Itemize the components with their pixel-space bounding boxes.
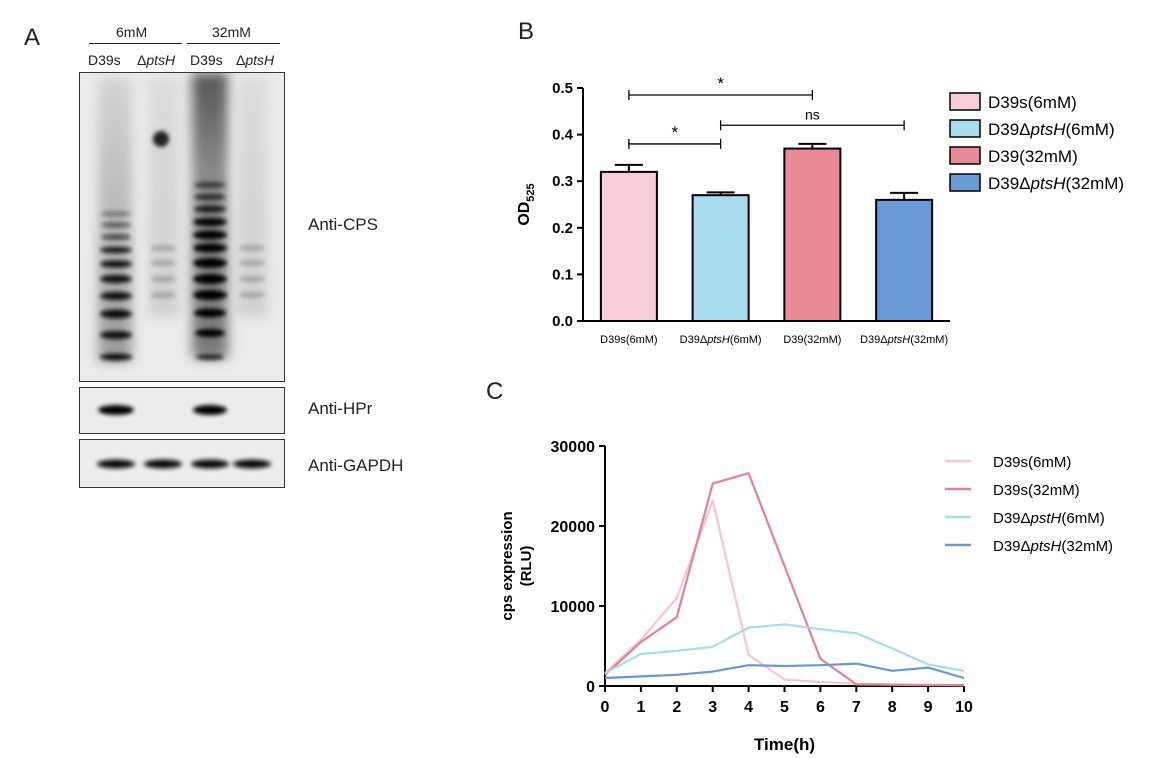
bar [875,198,934,322]
line-legend-label: D39s(6mM) [993,454,1071,471]
significance-label: ns [805,106,820,122]
condition-underline-6mm [89,43,182,44]
bar-legend-label-italic: ptsH [1030,174,1067,193]
line-x-tick-label: 9 [924,699,933,716]
gapdh-blot-bands [97,459,271,469]
line-series [604,623,965,675]
line-x-tick-label: 4 [744,699,753,716]
line-legend-label-text: D39Δ [993,510,1031,527]
line-y-tick-label: 10000 [551,599,596,616]
bar-y-axis-label: OD525 [516,183,537,225]
bar-category-label-text: D39(32mM) [783,334,841,346]
hpr-blot-bands [98,405,227,415]
bar-legend-label: D39s(6mM) [988,93,1077,112]
bar-legend-label: D39(32mM) [988,147,1078,166]
bar-category-label: D39ΔptsH(32mM) [860,334,948,346]
bar-y-tick-label: 0.3 [552,173,573,190]
lane-label-3: D39s [190,52,223,68]
condition-underline-32mm [187,43,280,44]
bar-legend-label-suffix: (32mM) [1066,174,1125,193]
line-y-tick-label: 0 [586,679,595,696]
bar-legend-label-text: D39s(6mM) [988,93,1077,112]
line-series [604,472,964,687]
panel-b-letter: B [518,18,535,45]
gapdh-blot-image [79,439,285,488]
line-x-tick-label: 6 [816,699,825,716]
bar-category-label: D39s(6mM) [600,334,657,346]
bar-category-label: D39ΔptsH(6mM) [680,334,762,346]
bar-y-tick-label: 0.2 [552,220,573,237]
bar-legend-label-text: D39Δ [988,174,1031,193]
line-y-tick-label: 30000 [551,439,596,456]
bar-category-label-suffix: (32mM) [910,334,948,346]
line-x-axis-label: Time(h) [754,735,815,754]
bar-legend-swatch [949,92,981,111]
line-legend-label-suffix: (32mM) [1061,538,1113,555]
lane-label-1: D39s [88,52,121,68]
lane-label-2: ΔptsH [137,52,176,68]
bar-legend-label-text: D39(32mM) [988,147,1078,166]
bar-y-tick-label: 0.4 [552,127,574,144]
cps-blot-image [79,72,285,382]
significance-label: * [717,74,724,93]
line-series [604,662,965,680]
bar-legend-label-text: D39Δ [988,120,1031,139]
panel-c-letter: C [486,378,504,405]
bar-y-tick-label: 0.1 [552,266,573,283]
line-legend-label-suffix: (6mM) [1061,510,1104,527]
bar-legend-label: D39ΔptsH(6mM) [988,120,1115,139]
lane-label-4: ΔptsH [236,52,275,68]
line-legend-label: D39ΔpstH(6mM) [993,510,1105,527]
line-x-tick-label: 2 [672,699,681,716]
bar [691,194,750,322]
line-y-axis-label-line2: (RLU) [518,546,535,587]
line-x-tick-label: 10 [955,699,973,716]
line-legend-label: D39s(32mM) [993,482,1080,499]
condition-label-32mm: 32mM [212,24,251,40]
bar-category-label-suffix: (6mM) [730,334,762,346]
line-x-tick-label: 7 [852,699,861,716]
bar-category-label-text: D39Δ [680,334,708,346]
line-x-tick-label: 8 [888,699,897,716]
line-chart: 0 10000 20000 30000 0 1 2 3 4 5 6 7 8 9 10 Time(h) cps e… [499,439,1113,754]
hpr-blot-image [79,387,285,434]
significance-label: * [671,123,678,142]
line-x-tick-label: 5 [780,699,789,716]
anti-cps-label: Anti-CPS [308,215,378,234]
anti-gapdh-label: Anti-GAPDH [308,456,404,475]
line-y-tick-label: 20000 [551,519,596,536]
anti-hpr-label: Anti-HPr [308,399,373,418]
line-legend-label: D39ΔptsH(32mM) [993,538,1113,555]
line-y-axis-label-line1: cps expression [499,511,516,620]
bar-y-axis-label-sub: 525 [525,183,537,201]
bar-legend-label-suffix: (6mM) [1066,120,1115,139]
cps-blot-bands [98,73,268,362]
bar-category-label-italic: ptsH [887,334,911,346]
bar-category-label-text: D39s(6mM) [600,334,657,346]
bar-y-axis-label-main: OD [516,202,533,226]
bar-category-label: D39(32mM) [783,334,841,346]
bar [783,147,842,322]
condition-label-6mm: 6mM [116,24,148,40]
panel-a-letter: A [24,24,41,51]
line-x-tick-label: 1 [636,699,645,716]
bar-y-tick-label: 0.5 [552,80,573,97]
line-x-tick-label: 0 [601,699,610,716]
bar-legend-swatch [949,146,981,165]
bar [599,170,658,322]
bar-category-label-italic: ptsH [706,334,730,346]
line-legend-label-text: D39Δ [993,538,1031,555]
bar-category-label-text: D39Δ [860,334,888,346]
line-legend-label-italic: pstH [1030,510,1062,527]
line-legend-label-text: D39s(6mM) [993,454,1071,471]
bar-legend-label: D39ΔptsH(32mM) [988,174,1124,193]
line-legend-label-text: D39s(32mM) [993,482,1080,499]
bar-legend-swatch [949,119,981,138]
bar-legend-label-italic: ptsH [1030,120,1067,139]
bar-legend-swatch [949,173,981,192]
line-x-tick-label: 3 [708,699,717,716]
line-legend-label-italic: ptsH [1030,538,1062,555]
bar-y-tick-label: 0.0 [552,313,573,330]
